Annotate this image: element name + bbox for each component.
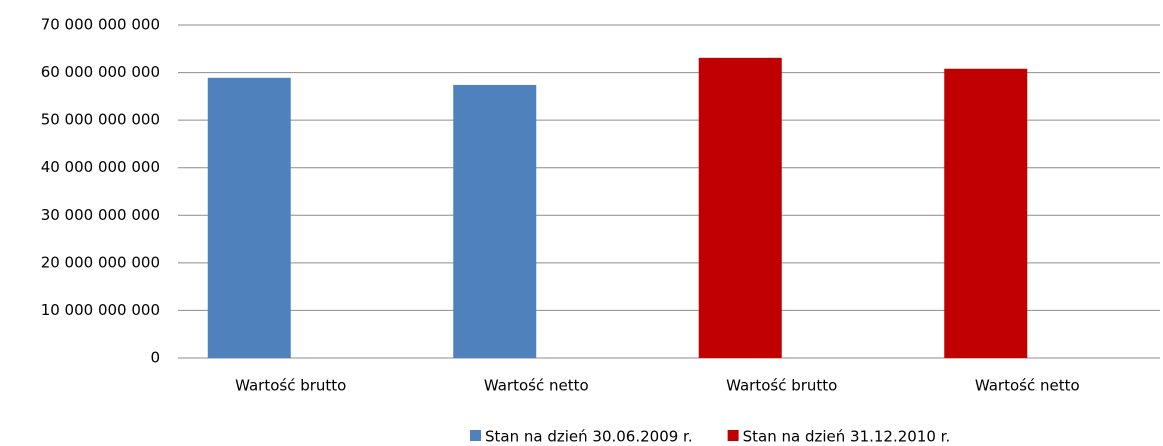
y-tick-label: 70 000 000 000 xyxy=(41,16,160,34)
legend-swatch xyxy=(470,430,481,441)
y-tick-label: 0 xyxy=(150,349,160,367)
legend-swatch xyxy=(727,430,739,441)
y-tick-label: 40 000 000 000 xyxy=(41,158,160,176)
x-tick-label: Wartość brutto xyxy=(235,377,346,395)
legend-label: Stan na dzień 30.06.2009 r. xyxy=(485,428,693,446)
legend-label: Stan na dzień 31.12.2010 r. xyxy=(743,428,951,446)
bar xyxy=(207,77,291,358)
bar xyxy=(453,84,537,358)
bar xyxy=(698,57,782,359)
y-tick-label: 20 000 000 000 xyxy=(41,253,160,271)
x-tick-label: Wartość netto xyxy=(484,377,589,395)
y-tick-label: 30 000 000 000 xyxy=(41,206,160,224)
y-tick-label: 60 000 000 000 xyxy=(41,63,160,81)
y-tick-label: 10 000 000 000 xyxy=(41,301,160,319)
y-tick-label: 50 000 000 000 xyxy=(41,111,160,129)
bar xyxy=(944,68,1028,358)
x-tick-label: Wartość brutto xyxy=(726,377,837,395)
x-tick-label: Wartość netto xyxy=(975,377,1080,395)
